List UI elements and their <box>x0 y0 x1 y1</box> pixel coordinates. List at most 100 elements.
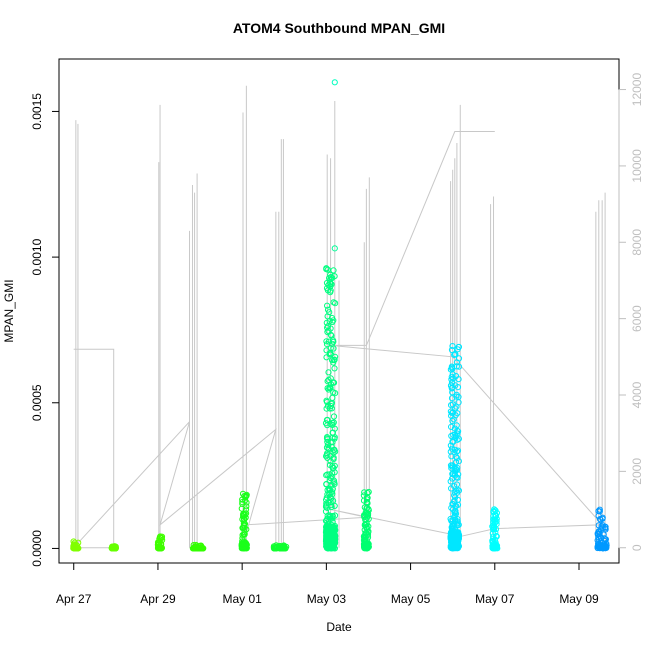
data-point <box>329 274 336 282</box>
data-point <box>454 346 461 353</box>
data-point <box>454 447 462 454</box>
data-point <box>453 448 460 455</box>
data-point <box>453 422 460 429</box>
data-point <box>325 485 333 492</box>
data-point <box>452 508 459 515</box>
data-point <box>448 346 456 354</box>
data-point <box>361 489 368 496</box>
data-point <box>324 530 331 537</box>
cluster-9 <box>489 506 501 552</box>
data-point <box>329 394 336 401</box>
data-point <box>323 435 331 442</box>
data-point <box>601 535 608 542</box>
data-point <box>239 535 246 542</box>
data-point <box>449 401 456 408</box>
spike-layer <box>75 85 606 548</box>
data-point <box>324 416 331 424</box>
track-layer <box>72 131 604 549</box>
data-point <box>448 485 455 492</box>
data-point <box>327 381 335 388</box>
y2-tick-label-3: 6000 <box>630 305 644 332</box>
data-point <box>324 302 331 309</box>
data-point <box>327 523 334 531</box>
data-point <box>112 544 119 552</box>
data-point <box>449 463 456 470</box>
y-tick-label-2: 0.0010 <box>30 238 44 275</box>
data-point <box>331 357 338 364</box>
data-point <box>330 539 337 546</box>
data-point <box>327 331 334 338</box>
data-point <box>331 425 338 432</box>
data-point <box>242 493 249 500</box>
data-point <box>330 267 337 274</box>
cluster-1 <box>108 543 119 552</box>
data-point <box>492 536 499 543</box>
data-point <box>330 389 337 396</box>
y2-tick-label-2: 4000 <box>630 381 644 408</box>
data-point <box>325 369 332 376</box>
data-point <box>323 354 330 361</box>
y2-tick-label-1: 2000 <box>630 458 644 485</box>
data-point <box>363 523 370 530</box>
data-point <box>363 520 370 528</box>
data-point <box>363 496 371 503</box>
data-point <box>330 449 337 456</box>
cluster-10 <box>594 506 610 552</box>
data-point <box>331 502 338 509</box>
cluster-6 <box>322 265 339 552</box>
data-point <box>323 517 330 524</box>
data-point <box>452 434 459 442</box>
data-point <box>280 545 287 552</box>
data-point <box>455 399 462 406</box>
data-point <box>491 526 498 533</box>
data-point <box>454 501 462 508</box>
data-point <box>454 540 461 547</box>
data-point <box>331 479 338 486</box>
data-point <box>273 545 280 552</box>
data-point <box>452 351 459 358</box>
data-point <box>323 285 331 292</box>
data-point <box>448 410 456 417</box>
y-axis-title: MPAN_GMI <box>2 279 16 342</box>
outlier-point-0 <box>331 79 338 86</box>
data-point <box>327 499 334 506</box>
data-point <box>453 391 460 398</box>
y-tick-label-0: 0.0000 <box>30 530 44 567</box>
data-point <box>158 534 165 542</box>
data-point <box>324 438 331 446</box>
data-point <box>455 363 463 370</box>
data-point <box>449 545 456 552</box>
y2-tick-label-5: 10000 <box>630 149 644 183</box>
data-point <box>453 467 460 474</box>
data-point <box>330 464 337 472</box>
data-point <box>455 428 462 435</box>
data-point <box>329 525 336 532</box>
y2-tick-label-6: 12000 <box>630 73 644 107</box>
data-point <box>449 475 456 482</box>
data-point <box>489 537 496 544</box>
data-point <box>327 475 334 482</box>
data-point <box>490 540 498 548</box>
data-point <box>324 306 332 313</box>
data-point <box>155 539 163 546</box>
data-point <box>240 511 247 518</box>
data-point <box>449 470 456 478</box>
data-point <box>447 533 454 540</box>
cluster-4 <box>238 490 250 552</box>
data-point <box>601 543 609 551</box>
x-tick-label-4: May 05 <box>391 592 431 606</box>
data-point <box>328 400 335 407</box>
data-point <box>199 545 207 552</box>
data-point <box>454 384 462 391</box>
data-point <box>324 454 331 461</box>
y2-tick-label-0: 0 <box>630 544 644 551</box>
chart-title: ATOM4 Southbound MPAN_GMI <box>233 20 445 36</box>
track-line <box>72 131 604 549</box>
data-point <box>323 397 330 404</box>
data-point <box>239 543 246 550</box>
data-point <box>448 364 455 371</box>
data-point <box>323 451 330 458</box>
data-point <box>365 506 372 513</box>
data-point <box>602 525 609 532</box>
data-point <box>595 528 602 535</box>
